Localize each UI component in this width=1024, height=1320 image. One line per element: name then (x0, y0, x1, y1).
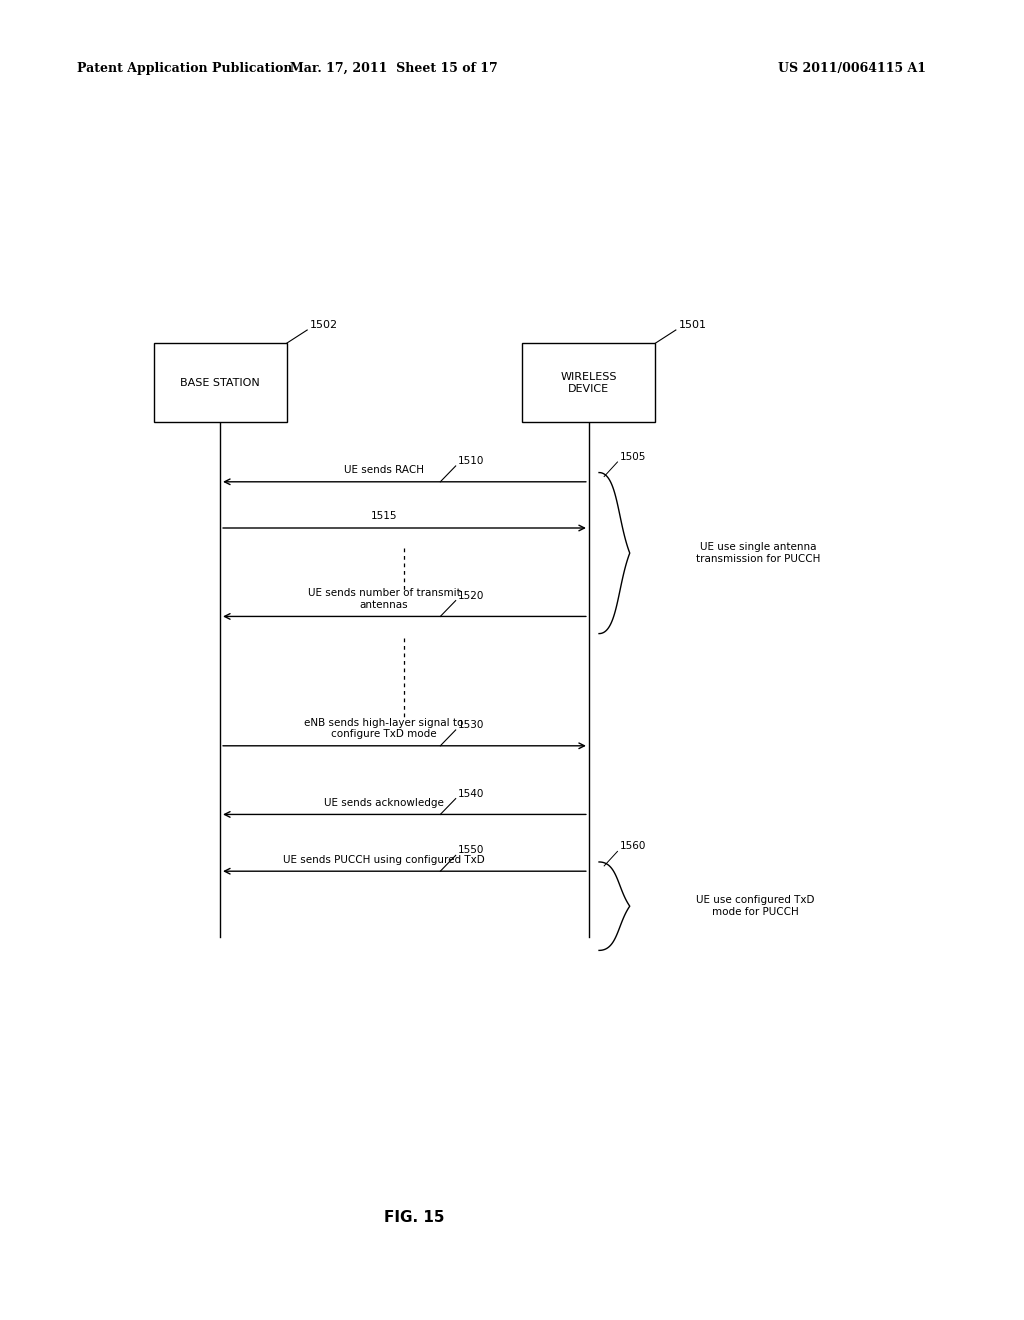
Text: 1560: 1560 (620, 841, 646, 851)
Text: BASE STATION: BASE STATION (180, 378, 260, 388)
Text: eNB sends high-layer signal to
configure TxD mode: eNB sends high-layer signal to configure… (304, 718, 464, 739)
Text: Patent Application Publication: Patent Application Publication (77, 62, 292, 75)
Text: 1550: 1550 (458, 845, 484, 855)
Text: UE sends number of transmit
antennas: UE sends number of transmit antennas (307, 589, 461, 610)
Text: UE sends PUCCH using configured TxD: UE sends PUCCH using configured TxD (283, 854, 485, 865)
Text: 1502: 1502 (310, 319, 338, 330)
Text: US 2011/0064115 A1: US 2011/0064115 A1 (778, 62, 927, 75)
Text: 1530: 1530 (458, 719, 484, 730)
Text: 1515: 1515 (371, 511, 397, 521)
Text: 1501: 1501 (679, 319, 707, 330)
Text: UE sends RACH: UE sends RACH (344, 465, 424, 475)
Text: WIRELESS
DEVICE: WIRELESS DEVICE (560, 372, 617, 393)
Text: Mar. 17, 2011  Sheet 15 of 17: Mar. 17, 2011 Sheet 15 of 17 (291, 62, 498, 75)
Text: FIG. 15: FIG. 15 (384, 1209, 445, 1225)
Text: UE use configured TxD
mode for PUCCH: UE use configured TxD mode for PUCCH (696, 895, 815, 917)
Text: 1520: 1520 (458, 590, 484, 601)
Text: 1540: 1540 (458, 788, 484, 799)
Bar (154, 343, 287, 422)
Text: 1510: 1510 (458, 455, 484, 466)
Text: 1505: 1505 (620, 451, 646, 462)
Bar (522, 343, 655, 422)
Text: UE sends acknowledge: UE sends acknowledge (324, 797, 444, 808)
Text: UE use single antenna
transmission for PUCCH: UE use single antenna transmission for P… (696, 543, 820, 564)
